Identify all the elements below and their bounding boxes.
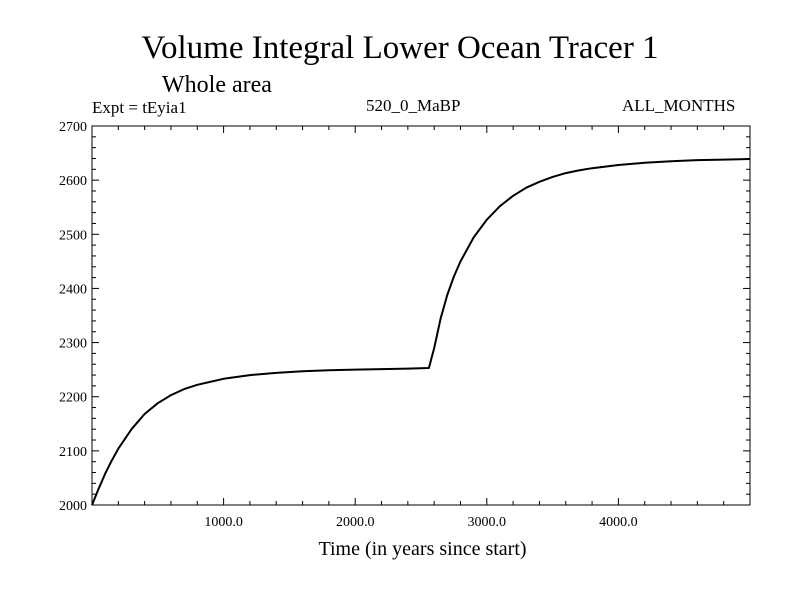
y-tick-label: 2200: [59, 391, 87, 406]
months-label: ALL_MONTHS: [622, 96, 736, 115]
x-axis-label: Time (in years since start): [318, 538, 527, 560]
y-tick-labels: 2000 2100 2200 2300 2400 2500 2600 2700: [59, 120, 87, 514]
x-tick-label: 4000.0: [599, 515, 638, 530]
x-tick-labels: 1000.0 2000.0 3000.0 4000.0: [204, 515, 637, 530]
plot-frame: [91, 125, 751, 506]
period-label: 520_0_MaBP: [366, 96, 461, 115]
x-tick-label: 3000.0: [468, 515, 507, 530]
y-tick-label: 2000: [59, 499, 87, 514]
experiment-label: Expt = tEyia1: [92, 98, 187, 117]
axis-ticks: [92, 125, 750, 506]
y-tick-label: 2600: [59, 174, 87, 189]
y-tick-label: 2700: [59, 120, 87, 135]
y-tick-label: 2400: [59, 282, 87, 297]
y-tick-label: 2300: [59, 337, 87, 352]
y-tick-label: 2100: [59, 445, 87, 460]
chart-subtitle: Whole area: [162, 72, 272, 98]
series-line: [91, 158, 751, 506]
x-tick-label: 2000.0: [336, 515, 375, 530]
chart-title: Volume Integral Lower Ocean Tracer 1: [141, 30, 659, 66]
y-tick-label: 2500: [59, 228, 87, 243]
x-tick-label: 1000.0: [204, 515, 243, 530]
